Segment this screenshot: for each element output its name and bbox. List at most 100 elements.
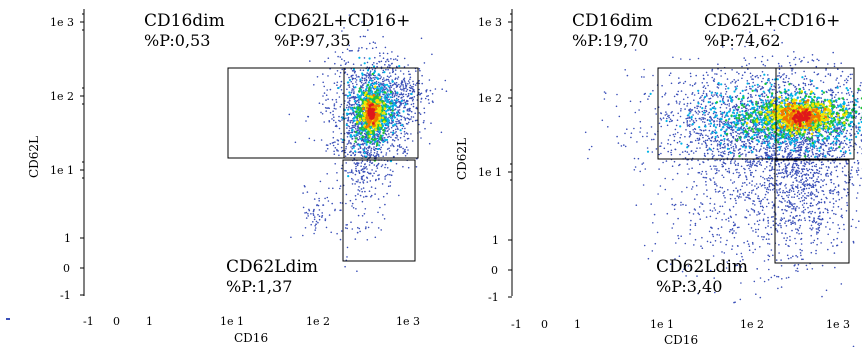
event-dot — [396, 135, 399, 137]
event-dot — [358, 90, 361, 93]
event-dot — [816, 58, 818, 61]
event-dot — [735, 80, 737, 83]
event-dot — [686, 123, 689, 125]
event-dot — [326, 89, 329, 91]
event-dot — [790, 83, 793, 85]
event-dot — [841, 92, 843, 94]
event-dot — [381, 91, 384, 94]
event-dot — [669, 118, 672, 121]
event-dot — [675, 100, 678, 102]
event-dot — [633, 127, 635, 130]
event-dot — [726, 143, 729, 145]
event-dot — [678, 103, 681, 105]
event-dot — [765, 166, 768, 168]
event-dot — [829, 162, 832, 164]
event-dot — [383, 120, 386, 124]
event-dot — [389, 185, 392, 187]
event-dot — [407, 80, 410, 82]
event-dot — [376, 65, 378, 68]
event-dot — [399, 146, 401, 148]
event-dot — [685, 129, 687, 131]
event-dot — [420, 37, 423, 40]
event-dot — [345, 147, 347, 150]
event-dot — [343, 27, 345, 29]
event-dot — [325, 226, 328, 229]
event-dot — [673, 139, 676, 142]
event-dot — [835, 107, 838, 109]
event-dot — [352, 63, 355, 65]
event-dot — [368, 86, 371, 89]
event-dot — [362, 128, 365, 132]
event-dot — [354, 128, 357, 130]
event-dot — [385, 127, 388, 130]
event-dot — [729, 141, 732, 143]
event-dot — [333, 103, 336, 105]
event-dot — [339, 56, 342, 58]
event-dot — [399, 137, 402, 139]
event-dot — [780, 162, 783, 164]
event-dot — [703, 121, 706, 124]
event-dot — [351, 49, 353, 52]
event-dot — [749, 94, 752, 96]
event-dot — [377, 73, 380, 76]
event-dot — [328, 120, 331, 123]
event-dot — [382, 35, 384, 38]
event-dot — [415, 82, 418, 85]
event-dot — [391, 80, 394, 83]
event-dot — [688, 136, 691, 138]
event-dot — [705, 71, 708, 74]
event-dot — [749, 108, 752, 111]
event-dot — [344, 63, 347, 65]
event-dot — [687, 96, 689, 99]
event-dot — [345, 224, 348, 226]
event-dot — [340, 89, 343, 91]
event-dot — [709, 125, 712, 127]
event-dot — [394, 90, 397, 93]
event-dot — [689, 130, 691, 133]
event-dot — [781, 41, 783, 44]
event-dot — [328, 187, 330, 190]
event-dot — [846, 143, 848, 146]
event-dot — [699, 163, 701, 166]
event-dot — [386, 75, 389, 78]
event-dot — [348, 132, 350, 135]
event-dot — [366, 151, 369, 153]
event-dot — [684, 135, 686, 138]
event-dot — [313, 208, 315, 211]
event-dot — [703, 90, 705, 92]
event-dot — [761, 141, 763, 143]
event-dot — [726, 170, 729, 173]
event-dot — [761, 135, 763, 137]
event-dot — [379, 74, 381, 77]
event-dot — [370, 194, 373, 197]
event-dot — [832, 147, 835, 149]
event-dot — [440, 131, 443, 134]
event-dot — [660, 119, 663, 121]
event-dot — [385, 100, 389, 103]
event-dot — [361, 168, 364, 170]
event-dot — [705, 134, 707, 137]
event-dot — [707, 74, 709, 76]
event-dot — [385, 122, 388, 126]
event-dot — [741, 74, 744, 76]
event-dot — [383, 137, 385, 139]
event-dot — [329, 143, 332, 145]
event-dot — [756, 89, 758, 91]
event-dot — [363, 62, 366, 65]
event-dot — [733, 152, 735, 155]
event-dot — [706, 81, 708, 84]
event-dot — [383, 71, 386, 74]
event-dot — [340, 209, 342, 211]
event-dot — [679, 136, 681, 139]
event-dot — [413, 96, 416, 98]
density-left — [288, 14, 448, 273]
event-dot — [746, 80, 749, 82]
event-dot — [808, 168, 811, 171]
event-dot — [735, 135, 738, 137]
event-dot — [697, 159, 699, 162]
event-dot — [354, 97, 356, 100]
event-dot — [643, 68, 645, 71]
event-dot — [399, 129, 402, 132]
event-dot — [719, 154, 722, 156]
event-dot — [811, 54, 814, 56]
